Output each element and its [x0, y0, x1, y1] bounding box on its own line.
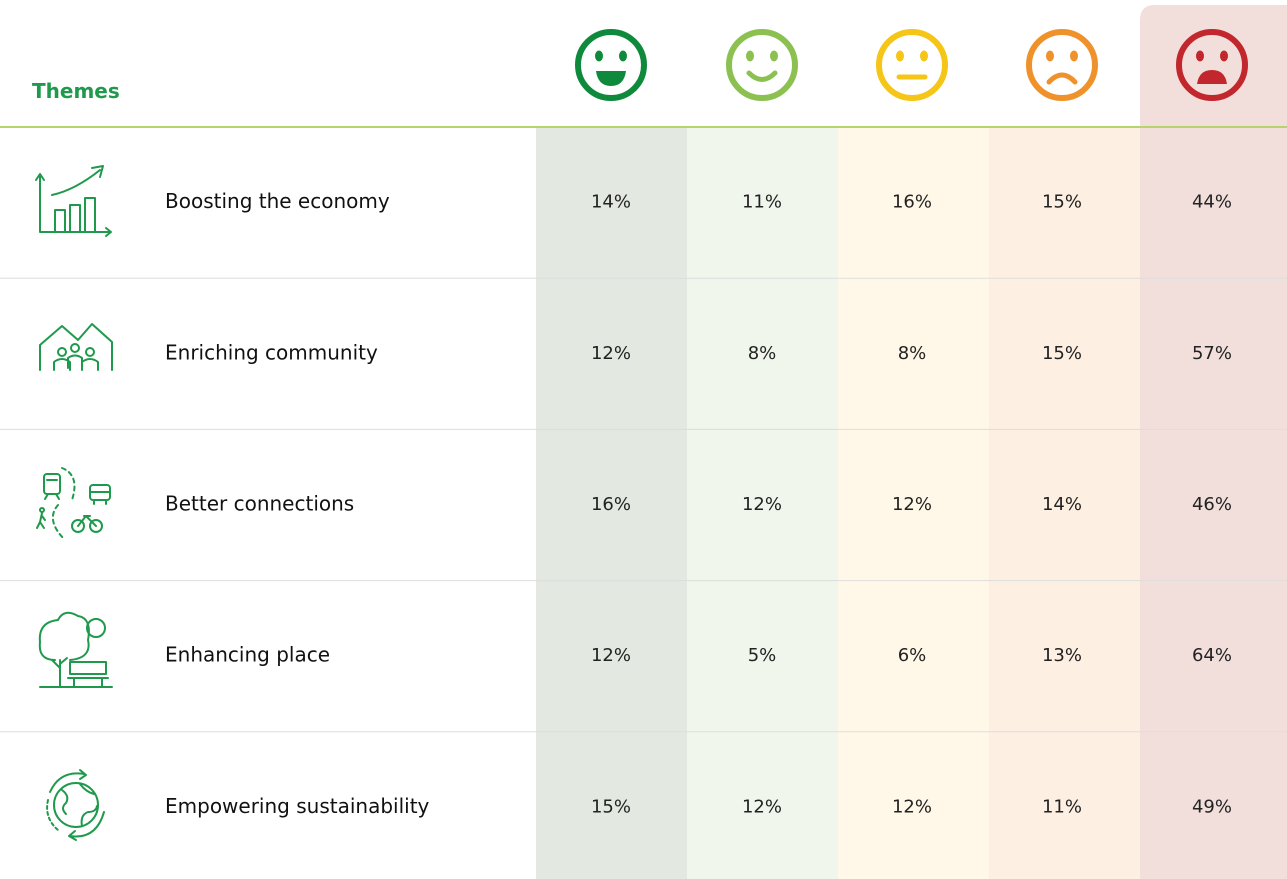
cell-value: 44% — [1192, 192, 1232, 213]
column-bg — [687, 127, 838, 879]
theme-name: Empowering sustainability — [165, 794, 430, 818]
icon-place — [38, 611, 113, 688]
cell-value: 49% — [1192, 796, 1232, 817]
column-bg — [1140, 5, 1287, 879]
cell-value: 13% — [1042, 645, 1082, 666]
face-happy — [726, 29, 798, 101]
cell-value: 6% — [898, 645, 927, 666]
cell-value: 15% — [1042, 343, 1082, 364]
theme-name: Boosting the economy — [165, 189, 390, 213]
cell-value: 8% — [898, 343, 927, 364]
icon-economy — [35, 165, 112, 237]
icon-connections — [36, 467, 111, 541]
cell-value: 12% — [591, 343, 631, 364]
column-bg — [989, 127, 1140, 879]
cell-value: 15% — [1042, 192, 1082, 213]
cell-value: 16% — [892, 192, 932, 213]
cell-value: 8% — [748, 343, 777, 364]
cell-value: 64% — [1192, 645, 1232, 666]
face-very-sad — [1176, 29, 1248, 101]
cell-value: 5% — [748, 645, 777, 666]
cell-value: 57% — [1192, 343, 1232, 364]
column-bg — [838, 127, 989, 879]
theme-name: Enhancing place — [165, 643, 330, 667]
icon-sustainability — [46, 769, 105, 841]
header-title: Themes — [32, 79, 120, 103]
face-sad — [1026, 29, 1098, 101]
cell-value: 11% — [742, 192, 782, 213]
cell-value: 16% — [591, 494, 631, 515]
cell-value: 12% — [591, 645, 631, 666]
theme-name: Enriching community — [165, 340, 378, 364]
cell-value: 11% — [1042, 796, 1082, 817]
cell-value: 14% — [1042, 494, 1082, 515]
cell-value: 12% — [892, 796, 932, 817]
face-very-happy — [575, 29, 647, 101]
column-bg — [536, 127, 687, 879]
face-neutral — [876, 29, 948, 101]
cell-value: 12% — [742, 494, 782, 515]
icon-community — [39, 323, 113, 371]
cell-value: 46% — [1192, 494, 1232, 515]
cell-value: 15% — [591, 796, 631, 817]
cell-value: 12% — [742, 796, 782, 817]
cell-value: 12% — [892, 494, 932, 515]
cell-value: 14% — [591, 192, 631, 213]
theme-name: Better connections — [165, 492, 354, 516]
